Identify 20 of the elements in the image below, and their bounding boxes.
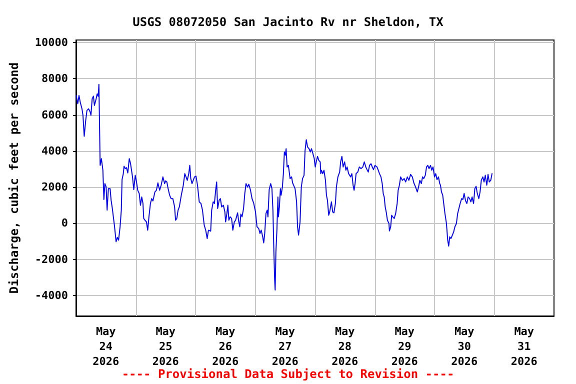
x-tick-label: May 28 2026	[332, 325, 358, 368]
y-axis-title: Discharge, cubic feet per second	[7, 62, 21, 294]
x-tick-label: May 30 2026	[451, 325, 478, 368]
y-tick-label: 0	[61, 216, 68, 230]
y-tick-label: 10000	[34, 36, 68, 50]
x-tick-label: May 25 2026	[152, 325, 180, 368]
y-tick-label: -4000	[34, 288, 68, 302]
x-tick-label: May 27 2026	[272, 325, 299, 368]
x-tick-label: May 26 2026	[212, 325, 239, 368]
chart-title: USGS 08072050 San Jacinto Rv nr Sheldon, TX	[132, 15, 444, 29]
y-tick-label: 8000	[42, 72, 68, 86]
line-series	[76, 84, 493, 290]
text: ---- Provisional Data Subject to Revision ----	[122, 367, 454, 381]
y-tick-label: 6000	[42, 108, 68, 122]
y-tick-label: -2000	[34, 252, 68, 266]
x-tick-label: May 24 2026	[92, 325, 120, 368]
x-tick-label: May 31 2026	[510, 325, 538, 368]
x-tick-label: May 29 2026	[391, 325, 418, 368]
y-tick-label: 2000	[42, 180, 68, 194]
y-tick-label: 4000	[42, 144, 68, 158]
